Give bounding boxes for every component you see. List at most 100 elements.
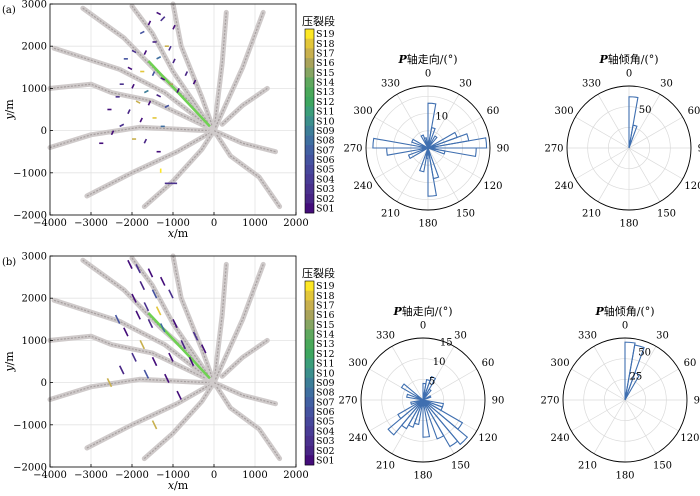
event-marker (159, 323, 166, 333)
x-tick-label: −3000 (74, 218, 108, 229)
rose-bin (419, 147, 429, 173)
colorbar-label: S01 (316, 455, 335, 466)
colorbar-label: S03 (316, 436, 335, 447)
event-marker (127, 259, 133, 270)
event-marker (119, 123, 125, 128)
rose-diagram: P轴倾角/(°) 0 30 60 90 120 150 180 210 240 270 300 330 2… (540, 304, 700, 482)
colorbar-swatch (305, 67, 314, 78)
well-trajectory-core (221, 87, 268, 125)
well-trajectory-core (49, 335, 207, 379)
well-trajectory-core (131, 257, 215, 383)
rose-angle-label: 0 (622, 321, 628, 332)
rose-angle-label: 300 (555, 106, 574, 117)
well-trajectory-core (49, 126, 215, 149)
well-trajectory (51, 297, 209, 379)
y-tick-label: 0 (41, 378, 47, 389)
rose-angle-label: 330 (582, 79, 601, 90)
rose-angle-label: 120 (680, 433, 699, 444)
title-rest: 轴走向/(°) (402, 304, 453, 318)
event-marker (164, 104, 170, 109)
well-trajectory-core (213, 12, 227, 131)
colorbar-label: S12 (316, 349, 335, 360)
colorbar-swatch (305, 310, 314, 321)
colorbar-label: S11 (316, 107, 335, 118)
event-marker (143, 89, 149, 94)
event-marker (110, 130, 115, 136)
y-tick-label: 1000 (22, 84, 47, 95)
colorbar-label: S09 (316, 378, 335, 389)
colorbar-label: S02 (316, 446, 335, 457)
rose-angle-label: 240 (555, 181, 574, 192)
event-marker (155, 306, 162, 316)
rose-bin (372, 137, 429, 149)
colorbar-swatch (305, 406, 314, 417)
colorbar-swatch (305, 116, 314, 127)
event-marker (118, 365, 125, 375)
title-italic-p: P (598, 53, 608, 66)
event-marker (123, 327, 129, 337)
rose-angle-label: 210 (376, 460, 395, 471)
rose-title: P轴倾角/(°) (594, 304, 654, 318)
colorbar-label: S07 (316, 397, 335, 408)
colorbar-label: S04 (316, 426, 335, 437)
event-marker (168, 45, 172, 51)
rose-angle-label: 90 (492, 396, 505, 407)
colorbar-swatch (305, 339, 314, 350)
colorbar-label: S19 (316, 281, 335, 292)
rose-spoke (628, 147, 661, 202)
colorbar-label: S10 (316, 368, 335, 379)
colorbar-swatch (305, 290, 314, 301)
rose-bin (422, 375, 437, 401)
rose-outline (365, 85, 491, 211)
y-tick-label: −2000 (13, 463, 47, 474)
rose-angle-label: 120 (478, 433, 497, 444)
rose-radius-label: 50 (638, 347, 651, 358)
colorbar-swatch (305, 145, 314, 156)
rose-bin (422, 399, 431, 438)
y-axis-label: y/m (3, 99, 16, 121)
event-marker (147, 318, 154, 329)
rose-bin (427, 147, 438, 197)
x-tick-label: 0 (211, 470, 217, 481)
colorbar-label: S15 (316, 320, 335, 331)
rose-bin (624, 372, 641, 401)
colorbar-label: S16 (316, 310, 335, 321)
event-marker (147, 100, 152, 106)
rose-bin (427, 137, 488, 149)
rose-spoke (597, 147, 630, 202)
rose-spoke (422, 368, 477, 401)
x-tick-label: −4000 (33, 470, 67, 481)
rose-bin (422, 388, 432, 401)
well-trajectory-core (143, 130, 215, 208)
well-trajectory-core (213, 130, 281, 207)
x-tick-label: 1000 (242, 470, 267, 481)
rose-bin (422, 399, 469, 446)
rose-angle-label: 180 (418, 219, 437, 230)
rose-bin (427, 102, 437, 149)
event-marker (139, 30, 145, 35)
main-well (147, 312, 211, 380)
rose-outline (360, 337, 486, 463)
main-well (147, 60, 211, 128)
colorbar-swatch (305, 38, 314, 49)
colorbar-label: S02 (316, 194, 335, 205)
y-tick-label: 2000 (22, 42, 47, 53)
colorbar-swatch (305, 445, 314, 456)
well-trajectory-core (131, 5, 215, 131)
rose-angle-label: 150 (657, 208, 676, 219)
x-tick-label: 1000 (242, 218, 267, 229)
event-marker (143, 138, 148, 144)
well-trajectory-core (213, 130, 276, 153)
event-marker (156, 11, 162, 16)
rose-bin (628, 124, 638, 149)
title-rest: 轴倾角/(°) (604, 304, 655, 318)
rose-outline (566, 85, 692, 211)
rose-spoke (628, 147, 683, 180)
colorbar-swatch (305, 183, 314, 194)
rose-bin (407, 147, 429, 160)
rose-angle-label: 150 (653, 460, 672, 471)
axis-var: x (168, 479, 175, 492)
rose-diagram: P轴倾角/(°) 0 30 60 90 120 150 180 210 240 270 300 330 5… (544, 52, 700, 230)
rose-bin (400, 383, 424, 401)
